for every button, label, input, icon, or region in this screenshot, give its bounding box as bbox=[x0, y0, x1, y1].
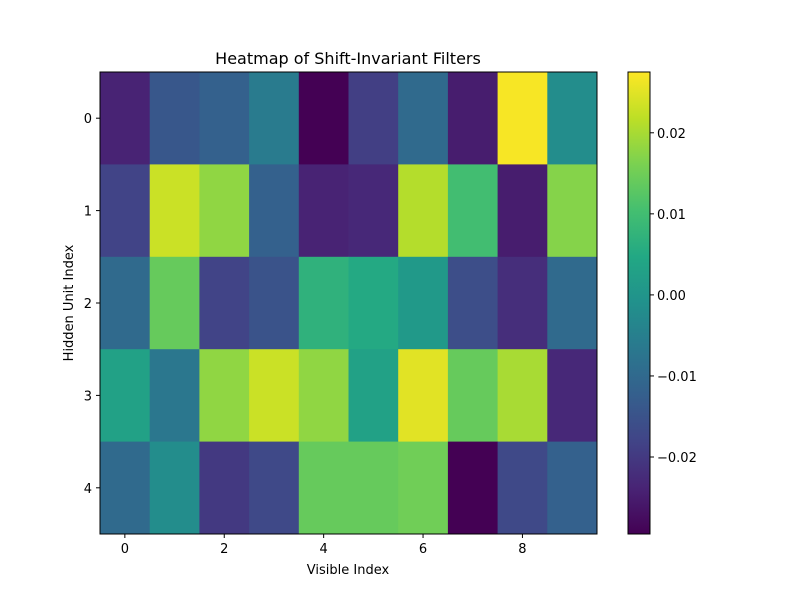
heatmap-cell-r1-c5 bbox=[348, 164, 399, 258]
heatmap-cell-r2-c7 bbox=[447, 256, 499, 350]
heatmap-cell-r3-c7 bbox=[447, 349, 499, 443]
heatmap-cell-r1-c1 bbox=[149, 164, 200, 258]
heatmap-cell-r3-c3 bbox=[249, 349, 300, 443]
heatmap-cell-r0-c9 bbox=[547, 72, 598, 165]
heatmap-cell-r3-c0 bbox=[100, 349, 151, 443]
heatmap-cell-r3-c4 bbox=[298, 349, 349, 443]
y-tick-label: 3 bbox=[84, 389, 92, 404]
y-tick-label: 2 bbox=[84, 297, 92, 312]
heatmap-cell-r4-c1 bbox=[149, 441, 200, 535]
heatmap-cell-r3-c9 bbox=[547, 349, 598, 443]
x-tick-label: 2 bbox=[220, 542, 228, 557]
colorbar-tick-label: 0.01 bbox=[657, 208, 686, 223]
heatmap-cell-r2-c4 bbox=[298, 256, 349, 350]
heatmap-cell-r4-c7 bbox=[447, 441, 499, 535]
heatmap-cell-r2-c2 bbox=[199, 256, 250, 350]
heatmap-cell-r1-c3 bbox=[249, 164, 300, 258]
heatmap-cell-r0-c6 bbox=[398, 72, 449, 165]
heatmap-cells bbox=[100, 72, 598, 535]
heatmap-cell-r2-c5 bbox=[348, 256, 399, 350]
y-axis-label: Hidden Unit Index bbox=[62, 244, 77, 361]
heatmap-cell-r4-c4 bbox=[298, 441, 349, 535]
heatmap-cell-r0-c7 bbox=[447, 72, 499, 165]
heatmap-cell-r1-c2 bbox=[199, 164, 250, 258]
y-axis-ticks: 0 1 2 3 4 bbox=[84, 112, 100, 497]
heatmap-cell-r2-c3 bbox=[249, 256, 300, 350]
heatmap-cell-r1-c0 bbox=[100, 164, 151, 258]
y-tick-label: 4 bbox=[84, 482, 92, 497]
colorbar-tick-label: −0.01 bbox=[657, 370, 697, 385]
heatmap-cell-r2-c1 bbox=[149, 256, 200, 350]
chart-title: Heatmap of Shift-Invariant Filters bbox=[215, 49, 481, 68]
heatmap-cell-r0-c5 bbox=[348, 72, 399, 165]
heatmap-cell-r1-c6 bbox=[398, 164, 449, 258]
y-tick-label: 1 bbox=[84, 205, 92, 220]
heatmap-cell-r4-c0 bbox=[100, 441, 151, 535]
heatmap-cell-r1-c9 bbox=[547, 164, 598, 258]
heatmap-cell-r0-c1 bbox=[149, 72, 200, 165]
colorbar: −0.02 −0.01 0.00 0.01 0.02 bbox=[627, 71, 697, 535]
colorbar-tick-label: −0.02 bbox=[657, 451, 697, 466]
heatmap-cell-r3-c6 bbox=[398, 349, 449, 443]
heatmap-cell-r1-c4 bbox=[298, 164, 349, 258]
colorbar-gradient bbox=[628, 72, 650, 534]
heatmap-cell-r1-c8 bbox=[497, 164, 548, 258]
x-tick-label: 0 bbox=[121, 542, 129, 557]
heatmap-cell-r3-c5 bbox=[348, 349, 399, 443]
heatmap-cell-r2-c8 bbox=[497, 256, 548, 350]
colorbar-tick-label: 0.00 bbox=[657, 289, 686, 304]
heatmap-cell-r0-c3 bbox=[249, 72, 300, 165]
x-tick-label: 6 bbox=[419, 542, 427, 557]
heatmap-cell-r3-c1 bbox=[149, 349, 200, 443]
heatmap-cell-r4-c5 bbox=[348, 441, 399, 535]
heatmap-cell-r2-c0 bbox=[100, 256, 151, 350]
x-tick-label: 4 bbox=[320, 542, 328, 557]
heatmap-cell-r4-c2 bbox=[199, 441, 250, 535]
x-tick-label: 8 bbox=[518, 542, 526, 557]
heatmap-cell-r4-c3 bbox=[249, 441, 300, 535]
heatmap-cell-r3-c2 bbox=[199, 349, 250, 443]
heatmap-cell-r0-c2 bbox=[199, 72, 250, 165]
heatmap-cell-r0-c8 bbox=[497, 72, 548, 165]
heatmap-cell-r2-c6 bbox=[398, 256, 449, 350]
heatmap-cell-r2-c9 bbox=[547, 256, 598, 350]
x-axis-label: Visible Index bbox=[307, 563, 390, 578]
heatmap-cell-r0-c4 bbox=[298, 72, 349, 165]
heatmap-cell-r1-c7 bbox=[447, 164, 499, 258]
colorbar-frame bbox=[627, 71, 651, 535]
y-tick-label: 0 bbox=[84, 112, 92, 127]
heatmap-cell-r4-c8 bbox=[497, 441, 548, 535]
x-axis-ticks: 0 2 4 6 8 bbox=[121, 534, 527, 557]
heatmap-cell-r4-c9 bbox=[547, 441, 598, 535]
heatmap-cell-r0-c0 bbox=[100, 72, 151, 165]
colorbar-tick-label: 0.02 bbox=[657, 127, 686, 142]
heatmap-cell-r3-c8 bbox=[497, 349, 548, 443]
heatmap-cell-r4-c6 bbox=[398, 441, 449, 535]
